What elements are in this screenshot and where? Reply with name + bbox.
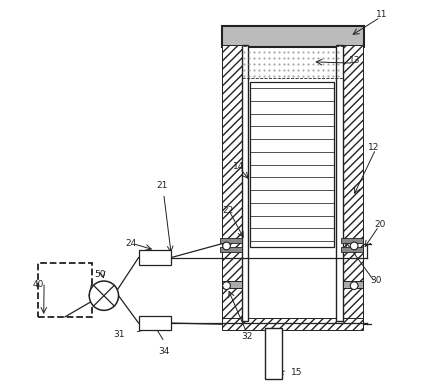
Circle shape [350, 242, 358, 250]
Text: 24: 24 [125, 239, 136, 248]
Circle shape [350, 282, 358, 289]
Bar [343, 281, 363, 288]
Text: 14: 14 [233, 162, 245, 171]
Text: 21: 21 [156, 181, 167, 190]
Text: 40: 40 [33, 280, 44, 289]
Bar [222, 26, 364, 47]
Bar [222, 281, 241, 288]
Bar [39, 263, 92, 317]
Bar [265, 329, 282, 378]
Bar [139, 316, 171, 330]
Bar [342, 247, 363, 252]
Text: 30: 30 [370, 276, 381, 285]
Circle shape [223, 282, 230, 289]
Text: 20: 20 [374, 220, 385, 229]
Text: 11: 11 [376, 10, 387, 19]
Bar [220, 238, 241, 243]
Text: 15: 15 [291, 368, 303, 377]
Text: 31: 31 [113, 330, 125, 339]
Circle shape [89, 281, 119, 310]
Bar [222, 318, 363, 330]
Bar [220, 247, 241, 252]
Bar [242, 46, 342, 78]
Bar [342, 238, 363, 243]
Bar [250, 82, 334, 247]
Circle shape [223, 242, 230, 250]
Text: 50: 50 [94, 270, 106, 279]
Text: 22: 22 [223, 206, 234, 215]
Bar [343, 45, 363, 321]
Text: 32: 32 [241, 332, 252, 341]
Bar [336, 45, 343, 321]
Bar [139, 250, 171, 265]
Bar [222, 45, 241, 321]
Text: 34: 34 [158, 347, 169, 356]
Text: 13: 13 [349, 56, 360, 65]
Text: 12: 12 [368, 143, 380, 152]
Bar [241, 45, 249, 321]
